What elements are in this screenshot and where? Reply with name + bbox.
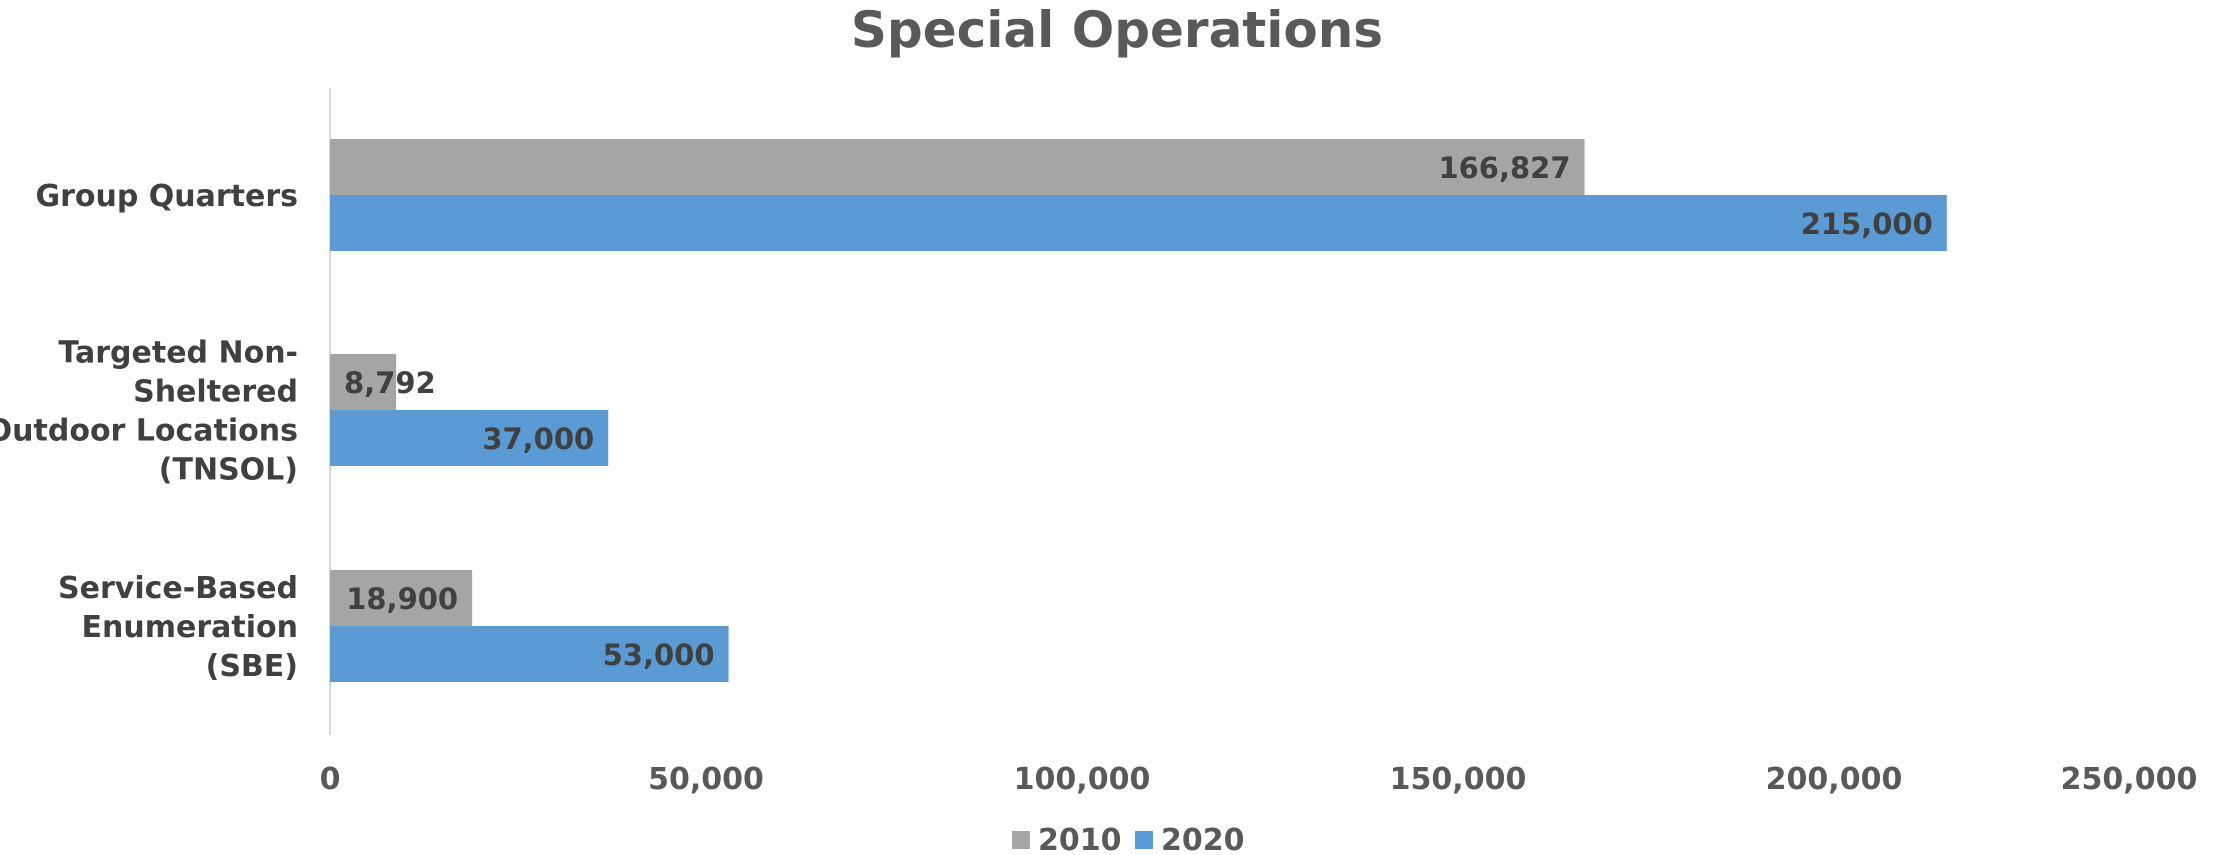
tick-label-3: 100,000 (1014, 762, 1151, 797)
data-label-2010-2: 8,792 (344, 366, 436, 400)
legend-label-2010: 2010 (1038, 823, 1122, 855)
data-label-2010-1: 166,827 (1438, 151, 1570, 185)
data-label-2020-2: 37,000 (482, 422, 594, 456)
bar-2010-2 (330, 354, 397, 410)
tick-label-4: 150,000 (1390, 762, 1527, 797)
bar-2020-1 (330, 195, 1947, 251)
tick-label-2: 50,000 (648, 762, 764, 797)
category-label-3: Service-Based Enumeration (SBE) (58, 571, 298, 684)
bar-2010-1 (330, 139, 1585, 195)
tick-label-6: 250,000 (2061, 762, 2198, 797)
legend-label-2020: 2020 (1161, 823, 1245, 855)
legend-swatch-2020 (1135, 831, 1153, 849)
data-label-2010-3: 18,900 (346, 582, 458, 616)
category-label-2: Targeted Non-Sheltered Outdoor Locations(… (0, 336, 298, 488)
tick-label-1: 0 (320, 762, 341, 797)
data-label-2020-1: 215,000 (1801, 207, 1933, 241)
bar-2020-3 (330, 626, 729, 682)
category-label-1: Group Quarters (35, 179, 298, 214)
chart-title: Special Operations (850, 1, 1384, 59)
data-label-2020-3: 53,000 (603, 638, 715, 672)
legend-swatch-2010 (1012, 831, 1030, 849)
bar-2010-3 (330, 570, 473, 626)
bar-2020-2 (330, 410, 609, 466)
tick-label-5: 200,000 (1766, 762, 1903, 797)
